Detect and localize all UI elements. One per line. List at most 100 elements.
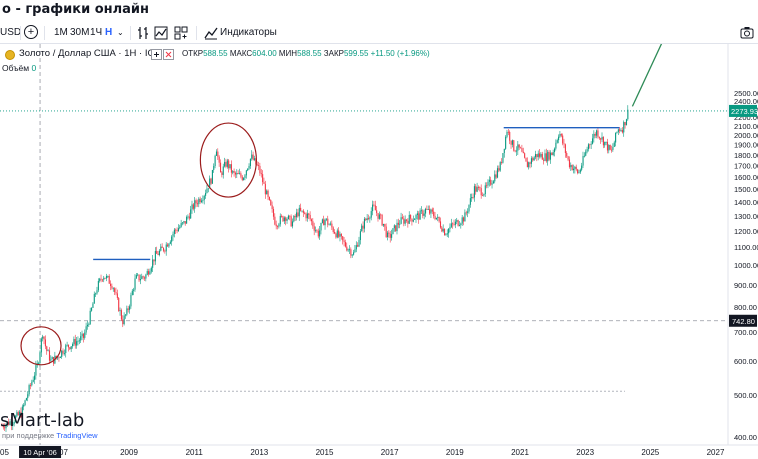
window-title: о - графики онлайн — [2, 2, 150, 17]
candle-body — [392, 228, 394, 235]
candle-body — [494, 174, 496, 182]
y-tick-label: 600.00 — [734, 357, 757, 366]
candle-body — [563, 143, 565, 145]
candle-body — [122, 319, 124, 325]
candle-body — [422, 210, 424, 216]
candle-body — [6, 421, 8, 425]
symbol-search[interactable]: USD — [0, 27, 22, 38]
y-tick-label: 2400.00 — [734, 97, 758, 106]
candle-body — [313, 226, 315, 231]
candle-body — [556, 140, 558, 143]
candle-body — [291, 221, 294, 227]
plus-circle-icon[interactable]: + — [24, 25, 38, 39]
tv-name[interactable]: TradingView — [56, 431, 98, 440]
last-price-label: 2273.93 — [731, 107, 758, 116]
candle-body — [386, 232, 389, 238]
candle-body — [105, 276, 108, 279]
high-label: МАКС — [229, 49, 253, 58]
candle-body — [385, 226, 387, 238]
candle-body — [496, 168, 499, 178]
candle-body — [600, 138, 602, 140]
candle-body — [529, 162, 531, 164]
candle-body — [211, 169, 213, 184]
candle-body — [552, 152, 554, 156]
candle-body — [134, 278, 136, 290]
candle-body — [203, 195, 205, 200]
tv-prefix: при поддержке — [2, 431, 55, 440]
candle-body — [230, 164, 232, 173]
compare-icon[interactable] — [154, 26, 168, 40]
candle-body — [135, 275, 137, 279]
interval-30m[interactable]: 30М — [70, 27, 90, 38]
candle-body — [282, 216, 284, 222]
annotation-circle-2011[interactable] — [199, 122, 257, 198]
candle-body — [581, 165, 583, 170]
candle-body — [157, 253, 159, 255]
candle-body — [304, 212, 306, 214]
candle-body — [391, 234, 393, 238]
candle-body — [609, 145, 611, 150]
candle-body — [359, 231, 361, 241]
candle-body — [543, 159, 545, 161]
candle-body — [209, 178, 211, 189]
candle-body — [180, 223, 182, 227]
candle-body — [482, 195, 484, 197]
candle-body — [160, 246, 162, 251]
candle-body — [616, 132, 618, 133]
y-tick-label: 1500.00 — [734, 185, 758, 194]
x-tick-label: 2023 — [576, 448, 594, 457]
price-chart[interactable]: 400.00 500.00 600.00 700.00 800.00 900.00 1000… — [0, 44, 758, 459]
candle-body — [501, 162, 503, 163]
candle-body — [293, 215, 295, 222]
candle-body — [82, 333, 84, 338]
candle-body — [404, 219, 406, 224]
candle-body — [328, 224, 330, 226]
legend-instrument[interactable]: Золото / Доллар США · 1Н · ICE — [19, 48, 161, 59]
annotation-circle-2006[interactable] — [20, 326, 62, 366]
candle-body — [86, 324, 89, 327]
indicators-button[interactable]: Индикаторы — [220, 27, 277, 38]
candle-body — [108, 275, 110, 284]
y-tick-label: 1800.00 — [734, 151, 758, 160]
candle-body — [28, 385, 30, 395]
camera-icon[interactable] — [740, 26, 754, 39]
candle-body — [340, 233, 342, 237]
candle-body — [240, 173, 242, 177]
templates-icon[interactable] — [174, 26, 188, 40]
interval-1h[interactable]: 1Ч — [90, 27, 103, 38]
interval-1m[interactable]: 1М — [54, 27, 68, 38]
candle-body — [476, 187, 478, 192]
candle-body — [167, 244, 169, 247]
x-tick-label: 2015 — [316, 448, 334, 457]
legend-actions-icon[interactable] — [151, 49, 175, 60]
candle-body — [370, 211, 372, 218]
candle-body — [112, 288, 114, 290]
projection-arrow-line[interactable] — [631, 44, 674, 107]
candle-body — [188, 216, 190, 219]
candle-body — [506, 131, 508, 137]
candle-body — [520, 147, 522, 149]
chevron-down-icon[interactable]: ⌄ — [117, 28, 124, 37]
candle-body — [532, 158, 534, 161]
candle-body — [323, 219, 325, 226]
y-tick-label: 1400.00 — [734, 198, 758, 207]
candle-body — [484, 185, 486, 195]
candle-body — [73, 339, 75, 345]
candle-body — [321, 219, 323, 223]
candle-body — [222, 166, 224, 175]
candle-body — [234, 172, 237, 175]
bar-style-icon[interactable] — [137, 26, 149, 40]
indicators-icon[interactable] — [204, 26, 218, 40]
candle-body — [186, 216, 188, 224]
candle-body — [320, 222, 322, 231]
interval-hour-active[interactable]: Н — [105, 27, 113, 38]
candle-body — [245, 170, 247, 176]
candle-body — [335, 233, 337, 238]
candle-body — [268, 196, 270, 200]
candle-body — [395, 225, 397, 232]
candle-body — [464, 212, 466, 222]
candle-body — [267, 190, 269, 197]
candle-body — [357, 245, 359, 247]
candle-body — [69, 347, 71, 350]
candle-body — [214, 155, 216, 167]
